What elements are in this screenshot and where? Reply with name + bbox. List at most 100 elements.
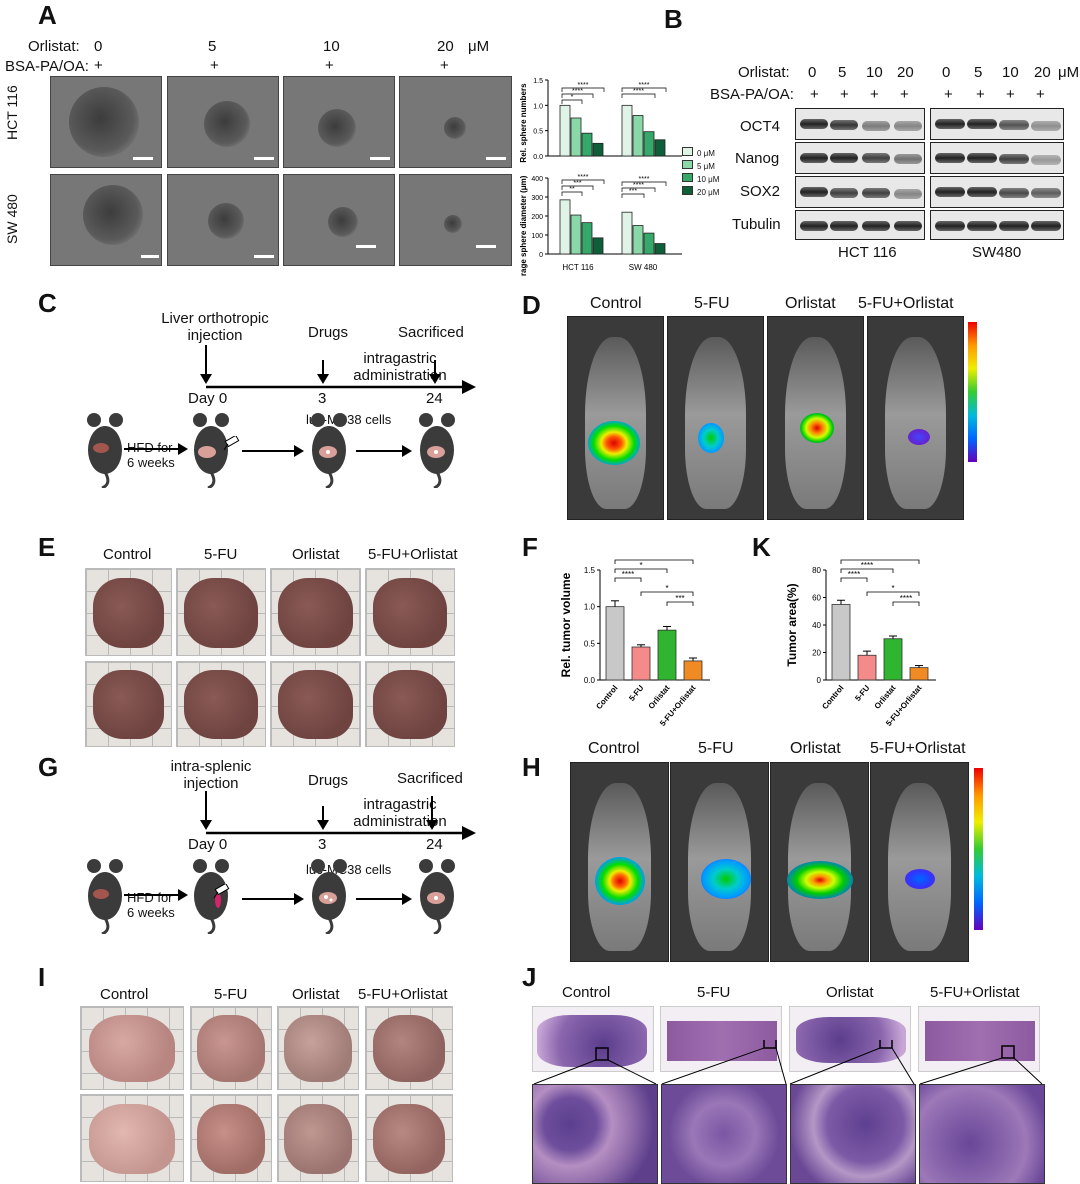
group-label: 5-FU bbox=[697, 984, 731, 1001]
liver-photo bbox=[365, 1094, 453, 1182]
panel-label-c: C bbox=[38, 288, 57, 318]
significance-bracket bbox=[666, 601, 694, 606]
tick-label: 0 bbox=[539, 252, 543, 259]
significance-bracket bbox=[866, 591, 920, 596]
bar bbox=[909, 667, 929, 681]
protein-label: OCT4 bbox=[740, 118, 781, 135]
arrow-icon bbox=[124, 889, 188, 901]
sphere-photo bbox=[283, 174, 395, 266]
significance-label: **** bbox=[874, 558, 886, 561]
bar bbox=[857, 654, 877, 681]
tick-label: 60 bbox=[812, 594, 821, 603]
drugs-label: Drugs bbox=[308, 772, 349, 789]
group-label: Orlistat bbox=[292, 986, 340, 1003]
significance-bracket bbox=[840, 559, 920, 564]
he-stain-overview bbox=[918, 1006, 1040, 1072]
timeline-arrows bbox=[200, 345, 476, 394]
syringe-icon bbox=[213, 884, 230, 899]
sacrificed-label: Sacrificed bbox=[397, 770, 463, 787]
tick-label: 80 bbox=[812, 566, 821, 575]
group-label: Control bbox=[590, 295, 642, 312]
bar bbox=[559, 199, 571, 255]
significance-bracket bbox=[621, 193, 645, 198]
tick-label: 100 bbox=[531, 233, 543, 240]
liver-photo bbox=[190, 1094, 272, 1182]
arrow-icon bbox=[124, 443, 188, 455]
bar bbox=[654, 243, 666, 255]
liver-photo bbox=[80, 1094, 184, 1182]
arrow-icon bbox=[356, 445, 412, 457]
sphere-photo bbox=[399, 174, 512, 266]
category-label: Orlistat bbox=[647, 683, 672, 710]
bar bbox=[570, 214, 582, 255]
sacrificed-label: Sacrificed bbox=[398, 324, 464, 341]
tick-label: 1.0 bbox=[584, 603, 596, 612]
he-stain-zoom bbox=[919, 1084, 1045, 1184]
panel-label-f: F bbox=[522, 532, 538, 562]
western-blot-oct4-hct116 bbox=[795, 108, 925, 140]
category-label: Control bbox=[820, 684, 845, 712]
cell-line-label: HCT 116 bbox=[838, 244, 897, 261]
significance-label: **** bbox=[639, 176, 650, 183]
plus: + bbox=[1006, 86, 1015, 103]
arrow-icon bbox=[356, 893, 412, 905]
panel-label-h: H bbox=[522, 752, 541, 782]
panel-label-e: E bbox=[38, 532, 56, 562]
tick-label: 0 bbox=[817, 676, 822, 685]
he-stain-zoom bbox=[532, 1084, 658, 1184]
tick-label: 200 bbox=[531, 214, 543, 221]
western-blot-sox2-sw480 bbox=[930, 176, 1064, 208]
liver-photo bbox=[85, 568, 172, 656]
significance-label: * bbox=[571, 94, 574, 101]
group-label: Control bbox=[588, 740, 640, 757]
bar bbox=[831, 603, 851, 681]
significance-bracket bbox=[640, 591, 694, 596]
bioluminescence-image bbox=[667, 316, 764, 520]
plus: + bbox=[840, 86, 849, 103]
protein-label: Tubulin bbox=[732, 216, 781, 233]
axis-label-y-bottom: Average sphere diameter (μm) bbox=[519, 175, 528, 276]
bar bbox=[631, 646, 651, 681]
dose-label: 20 bbox=[897, 64, 914, 81]
tick-label: 300 bbox=[531, 195, 543, 202]
dose-0: 0 bbox=[94, 38, 103, 55]
bar bbox=[683, 660, 703, 681]
protein-label: Nanog bbox=[735, 150, 780, 167]
significance-label: **** bbox=[648, 558, 660, 561]
bar bbox=[592, 237, 604, 255]
tick-label: 0.0 bbox=[584, 676, 596, 685]
mouse-icon bbox=[311, 859, 347, 934]
western-blot-nanog-hct116 bbox=[795, 142, 925, 174]
group-label: SW 480 bbox=[629, 263, 658, 272]
syringe-icon bbox=[223, 436, 240, 451]
category-label: 5-FU bbox=[627, 683, 645, 703]
western-blot-oct4-sw480 bbox=[930, 108, 1064, 140]
bioluminescence-image bbox=[570, 762, 669, 962]
bar bbox=[654, 139, 666, 157]
bioluminescence-image bbox=[870, 762, 969, 962]
group-label: 5-FU bbox=[698, 740, 734, 757]
injection-label: Liver orthotropic injection bbox=[161, 310, 269, 344]
plus: + bbox=[870, 86, 879, 103]
he-stain-overview bbox=[660, 1006, 782, 1072]
panel-label-i: I bbox=[38, 962, 46, 992]
injection-label: intra-splenic injection bbox=[170, 758, 252, 792]
day-3: 3 bbox=[318, 390, 327, 407]
mouse-icon bbox=[419, 413, 455, 488]
significance-bracket bbox=[561, 179, 605, 184]
liver-photo bbox=[277, 1006, 359, 1090]
bar bbox=[632, 225, 644, 255]
dose-20: 20 bbox=[437, 38, 454, 55]
bsa-label: BSA-PA/OA: bbox=[5, 58, 89, 75]
bar bbox=[621, 104, 633, 157]
liver-photo bbox=[85, 661, 172, 747]
bar bbox=[643, 232, 655, 255]
significance-bracket bbox=[614, 568, 668, 573]
western-blot-nanog-sw480 bbox=[930, 142, 1064, 174]
orlistat-label: Orlistat: bbox=[738, 64, 790, 81]
mouse-icon bbox=[419, 859, 455, 934]
category-label: Control bbox=[594, 684, 619, 712]
significance-label: **** bbox=[622, 570, 634, 579]
significance-bracket bbox=[561, 93, 594, 98]
plus: + bbox=[976, 86, 985, 103]
